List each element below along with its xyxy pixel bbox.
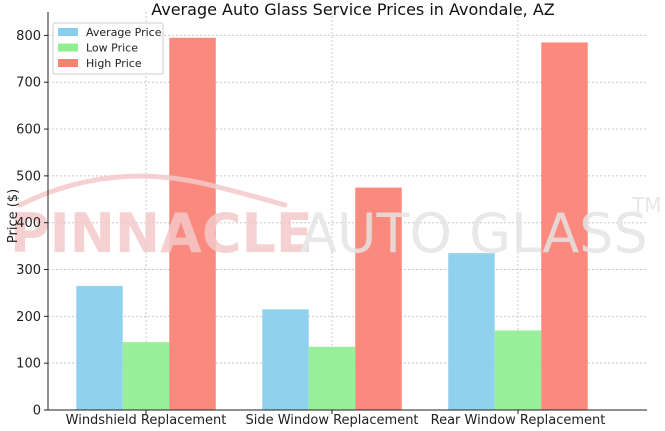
legend-swatch: [58, 43, 78, 52]
bar-low-price-2: [308, 346, 356, 410]
watermark-brand-red: PINNACLE: [10, 202, 313, 265]
y-tick-label: 700: [16, 76, 41, 91]
bar-average-price-1: [76, 285, 123, 410]
legend-box: [52, 22, 164, 75]
bar-high-price-3: [541, 42, 588, 410]
bar-average-price-2: [262, 309, 309, 410]
bar-low-price-1: [122, 342, 170, 410]
y-tick-label: 300: [16, 263, 41, 278]
legend-label: Average Price: [86, 26, 162, 39]
chart-title: Average Auto Glass Service Prices in Avo…: [151, 0, 555, 19]
y-tick-label: 600: [16, 123, 41, 138]
y-tick-label: 400: [16, 216, 41, 231]
y-tick-label: 100: [16, 357, 41, 372]
legend-label: Low Price: [86, 42, 138, 55]
legend-swatch: [58, 28, 78, 36]
axes: [44, 12, 647, 414]
y-tick-label: 200: [16, 310, 41, 325]
y-axis-label: Price ($): [6, 189, 21, 243]
x-tick-label: Windshield Replacement: [66, 413, 227, 427]
tick-labels: 0 100 200 300 400 500 600 700 800 Windshield Repl…: [16, 29, 606, 428]
watermark-brand-grey: AUTO GLASS: [300, 202, 648, 265]
watermark-trademark: TM: [631, 193, 661, 217]
bars: [76, 37, 588, 411]
watermark: PINNACLE AUTO GLASS TM: [10, 173, 661, 265]
watermark-swoosh: [17, 173, 288, 208]
bar-low-price-3: [494, 330, 542, 410]
y-tick-label: 500: [16, 169, 41, 184]
bar-average-price-3: [448, 253, 495, 410]
y-tick-label: 800: [16, 29, 41, 44]
legend-swatch: [58, 59, 78, 67]
y-tick-label: 0: [33, 404, 41, 419]
bar-high-price-1: [169, 37, 216, 411]
x-tick-label: Side Window Replacement: [245, 413, 418, 427]
bar-high-price-2: [355, 187, 402, 410]
legend: Average Price Low Price High Price: [52, 22, 164, 75]
x-tick-label: Rear Window Replacement: [431, 413, 606, 427]
legend-label: High Price: [86, 57, 142, 70]
